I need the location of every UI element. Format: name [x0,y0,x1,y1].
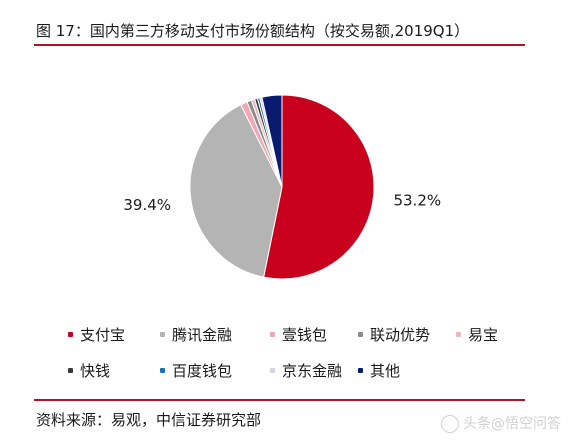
legend-label: 腾讯金融 [172,326,233,344]
legend-item: 百度钱包 [160,360,232,381]
pie-slice-2 [189,104,283,278]
legend-label: 百度钱包 [172,362,233,380]
legend-swatch [270,332,275,337]
source-divider [34,399,525,401]
legend-label: 京东金融 [282,362,343,380]
legend-swatch [358,332,363,337]
legend-swatch [160,368,165,373]
legend-item: 联动优势 [358,324,430,345]
title-divider [34,44,525,46]
legend-label: 其他 [370,362,401,380]
pie-slice-1 [263,94,375,280]
legend-item: 腾讯金融 [160,324,232,345]
legend-label: 快钱 [80,362,111,380]
legend-item: 易宝 [456,324,498,345]
legend-swatch [160,332,165,337]
legend-swatch [68,368,73,373]
pie-slice-9 [261,94,283,188]
legend-item: 京东金融 [270,360,342,381]
slice-label-2: 39.4% [123,196,171,214]
source-note: 资料来源：易观，中信证券研究部 [36,411,262,429]
legend-swatch [358,368,363,373]
legend-item: 快钱 [68,360,110,381]
watermark-logo-icon [441,415,459,433]
legend-swatch [270,368,275,373]
legend-item: 其他 [358,360,400,381]
slice-label-1: 53.2% [393,192,441,210]
legend-label: 支付宝 [80,326,126,344]
legend-label: 壹钱包 [282,326,328,344]
chart-title: 图 17：国内第三方移动支付市场份额结构（按交易额,2019Q1） [36,22,470,40]
legend-item: 壹钱包 [270,324,327,345]
legend-label: 易宝 [468,326,499,344]
watermark-text: 头条@悟空问答 [463,416,561,432]
legend-swatch [68,332,73,337]
watermark: 头条@悟空问答 [441,413,561,433]
legend-item: 支付宝 [68,324,125,345]
legend-swatch [456,332,461,337]
legend-label: 联动优势 [370,326,431,344]
